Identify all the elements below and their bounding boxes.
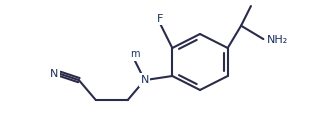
Text: N: N [140,75,149,85]
Text: NH₂: NH₂ [266,35,288,45]
Text: N: N [50,69,58,79]
Text: m: m [130,49,140,60]
Text: F: F [157,14,163,24]
